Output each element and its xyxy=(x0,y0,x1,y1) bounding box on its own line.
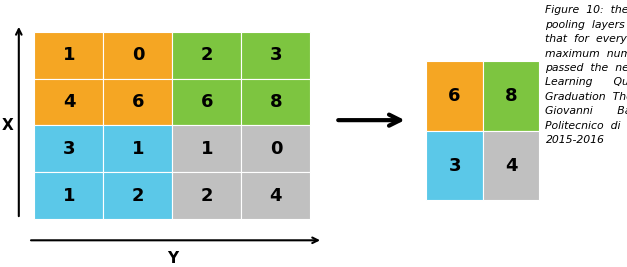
Bar xyxy=(172,79,241,125)
Bar xyxy=(426,131,483,200)
Bar xyxy=(426,61,483,131)
Text: Figure  10:  the  functio
pooling  layers  is  showe
that  for  every  sub-a
max: Figure 10: the functio pooling layers is… xyxy=(545,5,627,145)
Bar xyxy=(103,172,172,219)
Text: 2: 2 xyxy=(132,187,144,205)
Text: Y: Y xyxy=(167,252,178,266)
Text: 4: 4 xyxy=(505,156,517,175)
Bar xyxy=(103,79,172,125)
Text: 0: 0 xyxy=(270,140,282,158)
Bar xyxy=(172,172,241,219)
Bar xyxy=(103,32,172,79)
Text: 3: 3 xyxy=(270,46,282,64)
Text: 6: 6 xyxy=(201,93,213,111)
Bar xyxy=(241,32,310,79)
Bar xyxy=(241,172,310,219)
Text: 3: 3 xyxy=(63,140,75,158)
Bar xyxy=(34,125,103,172)
Text: 4: 4 xyxy=(63,93,75,111)
Text: 8: 8 xyxy=(270,93,282,111)
Bar xyxy=(172,32,241,79)
Text: 0: 0 xyxy=(132,46,144,64)
Text: 2: 2 xyxy=(201,46,213,64)
Bar xyxy=(172,125,241,172)
Bar xyxy=(34,79,103,125)
Text: 6: 6 xyxy=(132,93,144,111)
Text: 2: 2 xyxy=(201,187,213,205)
Text: 1: 1 xyxy=(201,140,213,158)
Bar xyxy=(483,131,539,200)
Text: X: X xyxy=(2,118,13,133)
Bar xyxy=(483,61,539,131)
Bar xyxy=(241,79,310,125)
Text: 1: 1 xyxy=(63,46,75,64)
Bar xyxy=(34,172,103,219)
Text: 1: 1 xyxy=(132,140,144,158)
Text: 6: 6 xyxy=(448,87,461,105)
Bar xyxy=(241,125,310,172)
Text: 1: 1 xyxy=(63,187,75,205)
Text: 3: 3 xyxy=(448,156,461,175)
Bar xyxy=(34,32,103,79)
Text: 4: 4 xyxy=(270,187,282,205)
Text: 8: 8 xyxy=(505,87,517,105)
Bar xyxy=(103,125,172,172)
